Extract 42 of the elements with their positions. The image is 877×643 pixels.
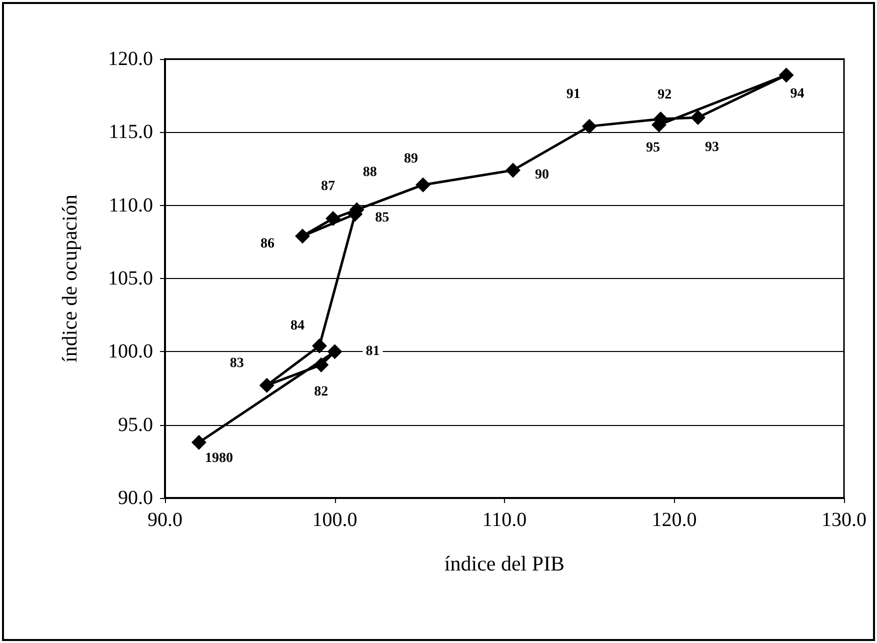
point (690, 110, 706, 126)
annotation: 82 (314, 384, 328, 400)
point (505, 162, 520, 178)
point (259, 378, 274, 393)
x-tick-label: 130.0 (822, 509, 866, 531)
point (191, 434, 206, 450)
annotation: 90 (534, 168, 549, 183)
y-tick-label: 100.0 (108, 340, 153, 363)
y-tick-label: 90.0 (118, 487, 153, 509)
annotation: 87 (321, 179, 336, 194)
x-axis-title: índice del PIB (444, 552, 565, 576)
x-tick-label: 90.0 (148, 509, 182, 531)
annotation: 88 (362, 165, 377, 180)
y-tick-label: 95.0 (118, 414, 153, 436)
point (326, 211, 341, 226)
annotation: 85 (375, 210, 390, 226)
point (312, 338, 327, 354)
x-tick-label: 100.0 (312, 509, 358, 531)
point (582, 118, 597, 134)
annotation: 93 (705, 140, 720, 156)
annotation: 86 (260, 236, 274, 252)
point (294, 228, 310, 244)
point (778, 68, 794, 83)
point (314, 357, 329, 372)
annotation: 83 (230, 356, 244, 371)
annotation: 91 (566, 86, 580, 102)
point (416, 177, 431, 192)
y-tick-label: 120.0 (108, 48, 153, 70)
annotation: 84 (290, 318, 304, 334)
y-axis-title: índice de ocupación (58, 194, 82, 362)
annotation: 94 (790, 86, 804, 102)
annotation: 1980 (204, 450, 233, 466)
x-tick-label: 120.0 (652, 509, 697, 531)
point (327, 344, 342, 360)
x-tick-label: 110.0 (482, 509, 527, 531)
annotation: 89 (404, 151, 418, 166)
y-tick-label: 115.0 (108, 121, 153, 144)
annotation: 92 (658, 87, 672, 102)
y-tick-label: 105.0 (108, 268, 153, 290)
annotation: 81 (366, 344, 380, 360)
annotation: 95 (646, 140, 660, 156)
y-tick-label: 110.0 (108, 194, 153, 216)
